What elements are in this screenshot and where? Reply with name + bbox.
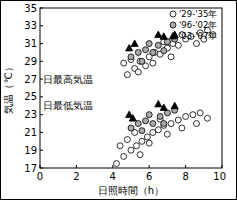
y-axis-title: 気温（℃） [3, 62, 14, 113]
point [160, 104, 167, 110]
point [133, 143, 139, 149]
point [171, 102, 178, 108]
point [128, 125, 134, 131]
annotation: 日最低気温 [43, 100, 93, 111]
point [160, 33, 167, 39]
x-axis-title: 日照時間（h） [98, 185, 164, 196]
point [146, 112, 152, 118]
x-tick-label: 6 [146, 171, 152, 182]
point [146, 140, 152, 146]
point [204, 115, 210, 121]
point [194, 121, 200, 127]
y-tick-label: 25 [24, 91, 37, 102]
y-tick [40, 43, 43, 44]
y-tick [40, 61, 43, 62]
point [128, 54, 134, 60]
point [139, 58, 145, 64]
x-tick [40, 165, 41, 168]
y-tick [40, 8, 43, 9]
point [128, 147, 134, 153]
point [197, 110, 203, 116]
legend-label: '96-'02年 [179, 20, 217, 30]
legend-marker [169, 32, 176, 38]
y-tick-label: 21 [24, 127, 37, 138]
legend-label: '29-'35年 [179, 9, 217, 19]
x-tick-label: 2 [73, 171, 79, 182]
y-tick [40, 114, 43, 115]
point [164, 131, 170, 137]
y-tick-label: 35 [24, 3, 37, 14]
legend: '29-'35年'96-'02年'03-'07年 [169, 9, 217, 41]
x-tick-label: 0 [37, 171, 43, 182]
legend-label: '03-'07年 [179, 31, 217, 41]
x-tick [185, 165, 186, 168]
point [175, 117, 181, 123]
y-tick-label: 29 [24, 56, 37, 67]
y-tick-label: 31 [24, 38, 37, 49]
point [161, 121, 167, 127]
point [144, 134, 150, 140]
point [150, 129, 156, 135]
point [157, 113, 163, 119]
point [155, 42, 161, 48]
point [135, 49, 141, 55]
points [113, 27, 215, 166]
y-tick-label: 19 [24, 145, 37, 156]
y-tick [40, 150, 43, 151]
y-tick-label: 33 [24, 20, 37, 31]
x-tick-label: 4 [110, 171, 116, 182]
point [139, 138, 145, 144]
point [143, 47, 149, 53]
y-tick-label: 23 [24, 109, 37, 120]
point [121, 153, 127, 159]
point [155, 127, 161, 133]
point [124, 72, 130, 78]
x-tick [222, 165, 223, 168]
point [155, 31, 162, 37]
outer-border [1, 1, 237, 200]
x-tick [76, 165, 77, 168]
point [135, 69, 141, 75]
y-tick-label: 17 [24, 163, 37, 174]
annotation: 日最高気温 [43, 74, 93, 85]
y-tick-label: 27 [24, 74, 37, 85]
point [150, 60, 156, 66]
point [143, 118, 149, 124]
point [183, 113, 189, 119]
point [137, 152, 143, 158]
point [190, 112, 196, 118]
x-tick-label: 8 [182, 171, 188, 182]
plot-frame [40, 8, 222, 168]
chart: 17 19 21 23 25 27 29 31 33 35 0 2 4 6 8 10 日照時間（h） 気温（℃） 日… [0, 0, 237, 200]
y-tick [40, 132, 43, 133]
point [194, 41, 200, 47]
x-tick-label: 10 [213, 171, 226, 182]
point [155, 100, 162, 106]
point [146, 41, 152, 47]
y-tick [40, 96, 43, 97]
y-tick [40, 25, 43, 26]
point [150, 49, 156, 55]
point [168, 54, 174, 60]
point [150, 121, 156, 127]
legend-marker [170, 11, 176, 17]
point [131, 40, 138, 46]
point [113, 161, 119, 167]
point [129, 115, 136, 121]
point [121, 60, 127, 66]
point [117, 143, 123, 149]
point [139, 128, 145, 134]
point [168, 121, 174, 127]
point [179, 125, 185, 131]
point [124, 137, 130, 143]
legend-marker [170, 22, 176, 28]
x-tick [112, 165, 113, 168]
x-tick [149, 165, 150, 168]
point [175, 42, 181, 48]
point [161, 48, 167, 54]
